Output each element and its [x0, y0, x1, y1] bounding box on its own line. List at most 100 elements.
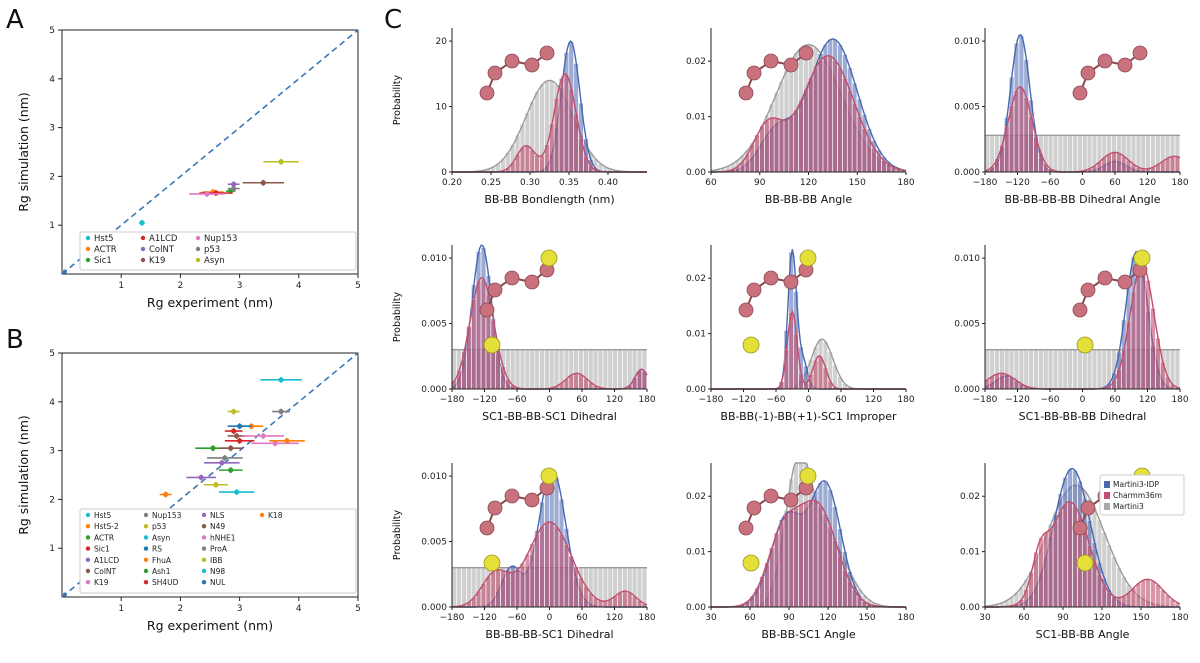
legend-entry: Nup153 — [152, 511, 182, 520]
y-axis-label: Rg simulation (nm) — [16, 92, 31, 212]
kde-line-charmm — [451, 521, 648, 608]
y-tick-label: 4 — [49, 75, 55, 85]
legend-marker — [143, 568, 149, 574]
histogram-bar-charmm — [539, 526, 545, 608]
x-tick-label: 0 — [547, 613, 553, 623]
histogram-bar-charmm — [568, 374, 574, 390]
histogram-bar-charmm — [481, 278, 486, 390]
histogram-bar-m3 — [1023, 349, 1029, 390]
x-tick-label: −180 — [973, 395, 998, 405]
histogram-bar-charmm — [563, 74, 569, 173]
legend-marker — [85, 512, 91, 518]
origin-point — [62, 269, 67, 274]
x-tick-label: 180 — [897, 613, 914, 623]
histogram-bar-charmm — [822, 513, 828, 608]
histogram-bar-m3 — [515, 349, 520, 390]
y-tick-label: 0.010 — [954, 37, 980, 47]
bead-bb — [1072, 520, 1088, 536]
data-point — [219, 460, 225, 466]
y-tick-label: 20 — [436, 37, 448, 47]
histogram-bar-charmm — [1053, 521, 1058, 608]
y-tick-label: 0.000 — [954, 385, 980, 395]
histogram-bar-charmm — [1155, 584, 1161, 608]
molecule-inset — [738, 45, 814, 101]
x-tick-label: 5 — [355, 604, 361, 614]
bead-bb — [479, 85, 495, 101]
y-tick-label: 0.005 — [954, 103, 980, 113]
bead-bb — [1097, 53, 1113, 69]
histogram-bar-charmm — [808, 77, 814, 173]
histogram-bar-charmm — [1170, 156, 1175, 173]
histogram-bar-m3 — [1174, 349, 1180, 390]
histogram-bar-m3 — [1082, 349, 1088, 390]
x-tick-label: −180 — [440, 395, 465, 405]
histogram-bar-charmm — [559, 78, 564, 173]
legend-entry: A1LCD — [149, 234, 178, 244]
x-axis-label: BB-BB(-1)-BB(+1)-SC1 Improper — [720, 410, 897, 423]
legend-entry: ACTR — [94, 533, 114, 542]
distribution-plot-bond: 0.20 0.25 0.30 0.35 0.40 0 10 20 BB-BB Bondlengt… — [392, 28, 647, 206]
bead-bb — [487, 65, 503, 81]
bead-bb — [1072, 302, 1088, 318]
data-point — [237, 423, 243, 429]
legend-entry: FhuA — [152, 556, 172, 565]
legend-marker — [143, 580, 149, 585]
y-tick-label: 3 — [49, 124, 55, 134]
legend-swatch — [1104, 503, 1110, 510]
y-tick-label: 5 — [49, 349, 55, 359]
legend-entry: NLS — [210, 511, 225, 520]
legend-box-c — [1099, 474, 1185, 516]
bead-bb — [763, 488, 779, 504]
bead-bb — [746, 65, 762, 81]
x-tick-label: −180 — [973, 178, 998, 188]
bead-sc1 — [742, 554, 760, 572]
histogram-bar-charmm — [779, 119, 784, 173]
histogram-bar-m3 — [1077, 349, 1083, 390]
x-tick-label: 3 — [237, 604, 243, 614]
distribution-plot-sc1bbang: 30 60 90 120 150 180 0.00 0.01 0.02 SC1-BB-BB Ang… — [960, 463, 1189, 641]
histogram-bar-charmm — [861, 128, 867, 173]
legend-marker — [195, 257, 201, 263]
histogram-bar-charmm — [1150, 580, 1156, 608]
x-tick-label: 0 — [806, 395, 812, 405]
x-tick-label: −60 — [767, 395, 786, 405]
bead-bb — [1072, 85, 1088, 101]
data-point — [231, 186, 237, 192]
x-tick-label: 2 — [178, 604, 184, 614]
legend-marker — [85, 557, 91, 562]
bead-sc1 — [1133, 249, 1151, 267]
legend-entry: K18 — [268, 511, 283, 520]
histogram-bar-charmm — [788, 116, 794, 173]
y-axis-label: Probability — [392, 75, 403, 126]
bead-bb — [524, 492, 540, 508]
histogram-bar-m3 — [554, 349, 559, 390]
bead-bb — [1097, 270, 1113, 286]
histogram-bar-charmm — [827, 525, 833, 608]
x-tick-label: 120 — [1139, 178, 1156, 188]
legend-marker — [201, 524, 207, 529]
data-point — [228, 467, 234, 473]
bead-bb — [763, 270, 779, 286]
histogram-bar-charmm — [754, 134, 760, 173]
y-tick-label: 0.01 — [686, 330, 706, 340]
histogram-bar-charmm — [1135, 269, 1141, 390]
histogram-bar-charmm — [1131, 587, 1136, 608]
legend-entry: N98 — [210, 567, 225, 576]
data-point — [231, 428, 237, 434]
histogram-bar-charmm — [1116, 597, 1122, 608]
histogram-bar-charmm — [798, 373, 804, 390]
histogram-bar-charmm — [510, 572, 516, 608]
histogram-bar-m3 — [1140, 135, 1146, 173]
histogram-bar-charmm — [798, 504, 804, 608]
data-point — [213, 482, 219, 488]
histogram-bar-charmm — [813, 67, 818, 173]
molecule-inset — [738, 249, 817, 354]
x-tick-label: −120 — [731, 395, 756, 405]
histogram-bar-charmm — [602, 600, 608, 608]
x-tick-label: −60 — [508, 395, 527, 405]
y-tick-label: 0.010 — [421, 254, 447, 264]
histogram-bar-charmm — [573, 373, 579, 390]
x-tick-label: −120 — [472, 395, 497, 405]
bead-bb — [746, 500, 762, 516]
bead-sc1 — [799, 467, 817, 485]
